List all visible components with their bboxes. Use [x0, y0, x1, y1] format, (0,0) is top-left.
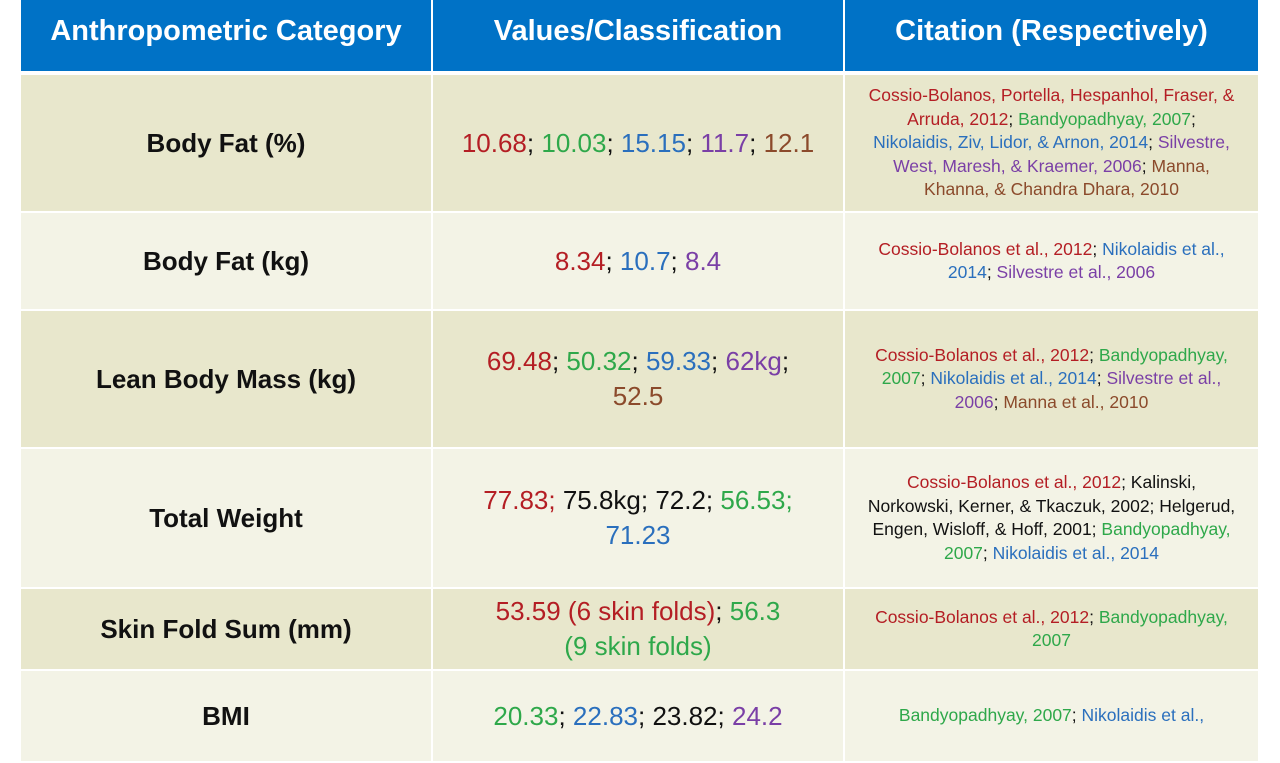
text-segment: ; — [1089, 606, 1099, 627]
text-segment: 8.4 — [684, 245, 722, 276]
citation-body-fat-kg: Cossio-Bolanos et al., 2012; Nikolaidis … — [845, 213, 1258, 311]
values-skin-fold-sum: 53.59 (6 skin folds); 56.3 (9 skin folds… — [433, 589, 845, 671]
text-segment: 53.59 (6 skin folds) — [495, 596, 716, 626]
text-segment: Nikolaidis et al., 2014 — [947, 238, 1225, 283]
text-segment: ; — [711, 346, 726, 376]
category-skin-fold-sum: Skin Fold Sum (mm) — [21, 589, 433, 671]
text-segment: ; — [1008, 108, 1019, 129]
text-segment: 56.53 — [720, 485, 786, 515]
text-segment: ; — [1148, 132, 1158, 153]
citation-total-weight: Cossio-Bolanos et al., 2012; Kalinski, N… — [845, 449, 1258, 589]
text-segment: 20.33 — [493, 700, 559, 731]
text-segment: ; — [717, 700, 732, 731]
values-body-fat-kg: 8.34; 10.7; 8.4 — [433, 213, 845, 311]
header-category: Anthropometric Category — [21, 0, 433, 75]
text-segment: 12.1 — [763, 127, 815, 158]
category-body-fat-kg: Body Fat (kg) — [21, 213, 433, 311]
citation-skin-fold-sum: Cossio-Bolanos et al., 2012; Bandyopadhy… — [845, 589, 1258, 671]
text-segment: Nikolaidis et al., 2014 — [992, 542, 1160, 563]
text-segment: Cossio-Bolanos et al., 2012 — [907, 472, 1122, 492]
text-segment: 50.32 — [566, 346, 632, 376]
text-segment: 10.03 — [541, 127, 607, 158]
text-segment: ; — [685, 127, 701, 158]
text-segment: 71.23 — [605, 520, 671, 550]
text-segment: 15.15 — [620, 127, 686, 158]
text-segment: ; — [526, 127, 542, 158]
text-segment: 23.82 — [652, 700, 718, 731]
text-segment: ; — [715, 596, 730, 626]
text-segment: Silvestre et al., 2006 — [996, 262, 1156, 282]
anthropometric-table: Anthropometric Category Values/Classific… — [21, 0, 1258, 763]
text-segment: 69.48 — [486, 346, 552, 376]
text-segment: 10.68 — [461, 127, 527, 158]
text-segment: ; — [1089, 344, 1099, 365]
citation-bmi: Bandyopadhyay, 2007; Nikolaidis et al., — [845, 671, 1258, 763]
text-segment: ; — [606, 127, 621, 158]
text-segment: ; — [1190, 108, 1196, 129]
text-segment: 11.7 — [700, 127, 750, 158]
text-segment: ; — [785, 485, 793, 515]
text-segment: ; — [670, 245, 685, 276]
header-citation: Citation (Respectively) — [845, 0, 1258, 75]
category-total-weight: Total Weight — [21, 449, 433, 589]
text-segment: ; — [631, 346, 646, 376]
text-segment: ; — [993, 391, 1004, 412]
text-segment: 59.33 — [645, 346, 712, 376]
text-segment: ; — [558, 700, 573, 731]
text-segment: ; — [1092, 238, 1103, 259]
text-segment: Manna, Khanna, & Chandra Dhara, 2010 — [924, 155, 1210, 200]
text-segment: ; — [986, 262, 997, 282]
text-segment: Nikolaidis, Ziv, Lidor, & Arnon, 2014 — [873, 132, 1149, 153]
text-segment: Nikolaidis et al., — [1081, 705, 1205, 726]
text-segment: Cossio-Bolanos, Portella, Hespanhol, Fra… — [868, 85, 1235, 129]
text-segment: Bandyopadhyay, 2007 — [1018, 108, 1191, 129]
text-segment: ; — [1141, 155, 1152, 176]
text-segment: ; — [551, 346, 567, 376]
text-segment: 56.3 (9 skin folds) — [564, 596, 781, 661]
text-segment: ; — [638, 700, 653, 731]
values-body-fat-percent: 10.68; 10.03; 15.15; 11.7; 12.1 — [433, 75, 845, 213]
text-segment: Cossio-Bolanos et al., 2012 — [875, 344, 1090, 365]
text-segment: ; — [1071, 705, 1082, 726]
text-segment: Cossio-Bolanos et al., 2012 — [875, 606, 1090, 627]
text-segment: Cossio-Bolanos et al., 2012 — [878, 238, 1093, 259]
text-segment: 62kg — [725, 346, 782, 376]
text-segment: Bandyopadhyay, 2007 — [881, 344, 1228, 389]
citation-lean-body-mass: Cossio-Bolanos et al., 2012; Bandyopadhy… — [845, 311, 1258, 449]
category-lean-body-mass: Lean Body Mass (kg) — [21, 311, 433, 449]
text-segment: ; — [605, 245, 620, 276]
text-segment: 10.7 — [619, 245, 671, 276]
text-segment: ; — [781, 346, 790, 376]
category-body-fat-percent: Body Fat (%) — [21, 75, 433, 213]
text-segment: ; — [749, 127, 764, 158]
text-segment: 52.5 — [612, 381, 664, 411]
category-bmi: BMI — [21, 671, 433, 763]
text-segment: Manna et al., 2010 — [1003, 391, 1149, 412]
text-segment: Silvestre et al., 2006 — [954, 368, 1222, 412]
values-lean-body-mass: 69.48; 50.32; 59.33; 62kg; 52.5 — [433, 311, 845, 449]
text-segment: 24.2 — [731, 700, 783, 731]
text-segment: ; — [982, 542, 993, 563]
text-segment: 75.8kg; 72.2; — [562, 485, 721, 515]
text-segment: Bandyopadhyay, 2007 — [898, 705, 1072, 726]
text-segment: 77.83; — [483, 485, 563, 515]
text-segment: 22.83 — [572, 700, 638, 731]
header-values: Values/Classification — [433, 0, 845, 75]
values-total-weight: 77.83; 75.8kg; 72.2; 56.53; 71.23 — [433, 449, 845, 589]
text-segment: ; — [1096, 368, 1107, 389]
values-bmi: 20.33; 22.83; 23.82; 24.2 — [433, 671, 845, 763]
text-segment: Bandyopadhyay, 2007 — [1032, 606, 1228, 651]
text-segment: Bandyopadhyay, 2007 — [943, 519, 1231, 563]
text-segment: Nikolaidis et al., 2014 — [930, 368, 1097, 389]
citation-body-fat-percent: Cossio-Bolanos, Portella, Hespanhol, Fra… — [845, 75, 1258, 213]
text-segment: Kalinski, Norkowski, Kerner, & Tkaczuk, … — [867, 472, 1236, 539]
text-segment: Silvestre, West, Maresh, & Kraemer, 2006 — [893, 132, 1230, 176]
text-segment: 8.34 — [554, 245, 606, 276]
text-segment: ; — [920, 368, 931, 389]
text-segment: ; — [1121, 472, 1131, 492]
